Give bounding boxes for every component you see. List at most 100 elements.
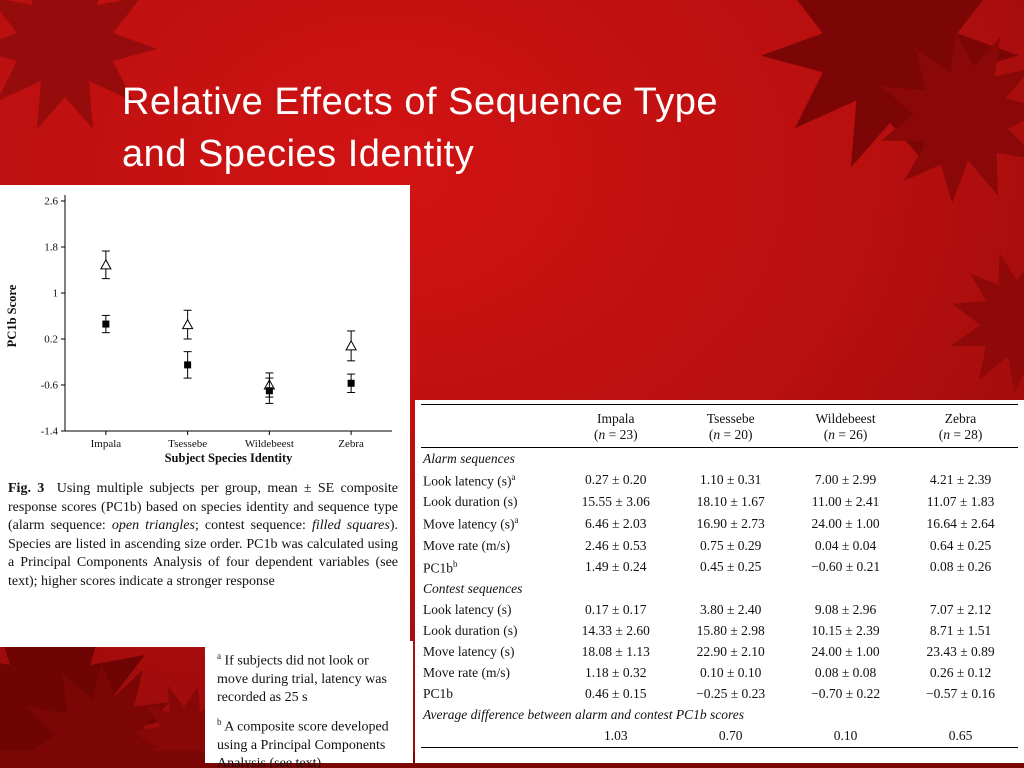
table-cell: 16.64 ± 2.64 <box>926 515 995 531</box>
svg-text:Tsessebe: Tsessebe <box>168 438 207 450</box>
row-label: PC1bb <box>423 558 458 576</box>
svg-text:0.2: 0.2 <box>44 334 58 346</box>
table-cell: 18.08 ± 1.13 <box>581 644 650 659</box>
table-row: Look duration (s) 14.33 ± 2.60 15.80 ± 2.9… <box>421 621 1018 642</box>
table-cell: 0.46 ± 0.15 <box>585 686 647 701</box>
table-cell: 0.17 ± 0.17 <box>585 602 647 617</box>
table-cell: 7.00 ± 2.99 <box>814 472 877 488</box>
table-cell: −0.70 ± 0.22 <box>811 686 881 701</box>
table-row: Move rate (m/s) 2.46 ± 0.53 0.75 ± 0.29 0.0… <box>421 535 1018 556</box>
series-contest <box>101 314 356 404</box>
table-row: Look latency (s)a 0.27 ± 0.20 1.10 ± 0.31 7… <box>421 469 1018 492</box>
table-cell: 15.55 ± 3.06 <box>581 494 650 509</box>
table-cell: 9.08 ± 2.96 <box>814 602 877 617</box>
table-cell: 0.08 ± 0.08 <box>814 665 877 680</box>
table-cell: 1.49 ± 0.24 <box>585 559 647 575</box>
svg-text:-1.4: -1.4 <box>41 426 59 438</box>
table-cell: 10.15 ± 2.39 <box>811 623 880 638</box>
table-cell: 4.21 ± 2.39 <box>929 472 992 488</box>
y-axis-title: PC1b Score <box>5 284 19 347</box>
table-cell: 0.08 ± 0.26 <box>929 559 992 575</box>
section-label: Average difference between alarm and con… <box>423 707 745 722</box>
section-row: Alarm sequences <box>421 448 1018 470</box>
x-axis-title: Subject Species Identity <box>165 451 294 465</box>
figure-caption-text: Using multiple subjects per group, mean … <box>8 481 398 590</box>
row-label: Move rate (m/s) <box>423 537 510 553</box>
y-axis: 2.6 1.8 1 0.2 -0.6 -1.4 PC1b Score <box>5 195 66 438</box>
table-cell: 0.70 <box>718 728 743 743</box>
row-label: Look latency (s) <box>423 602 512 617</box>
table-cell: 18.10 ± 1.67 <box>696 494 765 509</box>
filled-square-marker <box>184 361 192 369</box>
table-row: Look duration (s) 15.55 ± 3.06 18.10 ± 1.6… <box>421 492 1018 513</box>
svg-text:1: 1 <box>53 288 59 300</box>
column-header: Impala (n = 23) <box>558 404 674 448</box>
table-cell: −0.60 ± 0.21 <box>811 559 881 575</box>
filled-square-marker <box>265 387 273 395</box>
table-row: Look latency (s) 0.17 ± 0.17 3.80 ± 2.40 9.… <box>421 600 1018 621</box>
table-cell: 1.18 ± 0.32 <box>585 665 647 680</box>
section-row: Average difference between alarm and con… <box>421 705 1018 726</box>
svg-text:2.6: 2.6 <box>44 196 58 208</box>
table-cell: 11.00 ± 2.41 <box>811 494 880 509</box>
column-header: Tsessebe (n = 20) <box>673 404 789 448</box>
row-label: Move latency (s) <box>423 644 515 659</box>
footnotes-panel: a If subjects did not look or move durin… <box>205 641 413 768</box>
open-triangle-marker <box>181 318 194 330</box>
table-cell: 6.46 ± 2.03 <box>585 515 647 531</box>
table-cell: 24.00 ± 1.00 <box>811 644 880 659</box>
open-triangle-marker <box>345 339 357 351</box>
table-cell: 16.90 ± 2.73 <box>696 515 765 531</box>
footnote-b: b A composite score developed using a Pr… <box>217 717 389 768</box>
slide-title: Relative Effects of Sequence Type and Sp… <box>122 76 982 181</box>
svg-text:1.8: 1.8 <box>44 242 58 254</box>
table-cell: 1.10 ± 0.31 <box>699 472 762 488</box>
table-cell: 0.10 <box>833 728 858 743</box>
title-line-1: Relative Effects of Sequence Type <box>122 81 719 123</box>
row-label: PC1b <box>423 686 454 701</box>
table-header-row: Impala (n = 23) Tsessebe (n = 20) Wildebeest… <box>421 404 1018 448</box>
table-cell: 0.45 ± 0.25 <box>699 559 762 575</box>
table-cell: 3.80 ± 2.40 <box>699 602 762 617</box>
table-cell: −0.25 ± 0.23 <box>696 686 766 701</box>
results-table: Impala (n = 23) Tsessebe (n = 20) Wildebeest… <box>421 404 1018 748</box>
section-label: Contest sequences <box>423 581 523 596</box>
figure-caption-label: Fig. 3 <box>8 481 45 496</box>
title-line-2: and Species Identity <box>122 133 475 176</box>
table-cell: 22.90 ± 2.10 <box>696 644 765 659</box>
open-triangle-marker <box>100 258 112 270</box>
table-cell: 0.64 ± 0.25 <box>929 537 992 553</box>
table-cell: 0.65 <box>948 728 973 743</box>
row-label: Look latency (s)a <box>423 471 516 489</box>
table-cell: 23.43 ± 0.89 <box>926 644 995 659</box>
table-cell: 14.33 ± 2.60 <box>581 623 650 638</box>
table-cell: 0.26 ± 0.12 <box>929 665 992 680</box>
row-label: Look duration (s) <box>423 494 518 509</box>
table-row: Move rate (m/s) 1.18 ± 0.32 0.10 ± 0.10 0.0… <box>421 663 1018 684</box>
pc1b-score-chart: 2.6 1.8 1 0.2 -0.6 -1.4 PC1b Score Impala Tsesse… <box>5 195 392 465</box>
row-label: Move rate (m/s) <box>423 665 510 680</box>
filled-square-marker <box>102 320 110 328</box>
row-label: Look duration (s) <box>423 623 518 638</box>
table-cell: 15.80 ± 2.98 <box>696 623 765 638</box>
table-row: PC1bb 1.49 ± 0.24 0.45 ± 0.25 −0.60 ± 0.21 0… <box>421 556 1018 579</box>
table-cell: 11.07 ± 1.83 <box>926 494 995 509</box>
table-cell: 0.75 ± 0.29 <box>699 537 762 553</box>
table-cell: 0.27 ± 0.20 <box>585 472 647 488</box>
column-header: Wildebeest (n = 26) <box>788 404 904 448</box>
table-cell: 0.10 ± 0.10 <box>699 665 762 680</box>
series-alarm <box>100 250 357 398</box>
table-cell: 0.04 ± 0.04 <box>814 537 877 553</box>
table-cell: 1.03 <box>603 728 628 743</box>
svg-text:-0.6: -0.6 <box>41 380 59 392</box>
results-table-panel: Impala (n = 23) Tsessebe (n = 20) Wildebeest… <box>415 400 1024 763</box>
x-axis: Impala Tsessebe Wildebeest Zebra Subject Spe… <box>65 430 392 465</box>
table-row: PC1b 0.46 ± 0.15 −0.25 ± 0.23 −0.70 ± 0.22 −… <box>421 684 1018 705</box>
svg-text:Impala: Impala <box>91 438 122 450</box>
table-cell: −0.57 ± 0.16 <box>926 686 996 701</box>
empty-header-cell <box>421 404 559 448</box>
figure-caption: Fig. 3 Using multiple subjects per group… <box>0 472 410 592</box>
svg-text:Wildebeest: Wildebeest <box>245 438 294 450</box>
table-cell: 8.71 ± 1.51 <box>929 623 992 638</box>
